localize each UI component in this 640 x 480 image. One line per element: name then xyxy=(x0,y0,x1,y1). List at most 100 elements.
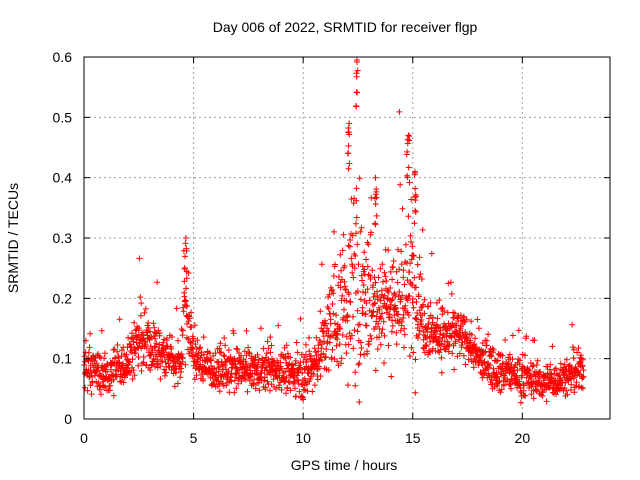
data-point xyxy=(353,103,360,110)
data-point xyxy=(352,382,359,389)
data-point xyxy=(393,341,400,348)
data-point xyxy=(405,164,412,171)
data-point xyxy=(415,335,421,341)
data-point xyxy=(255,356,262,363)
data-point xyxy=(359,277,366,284)
data-point xyxy=(110,392,117,399)
data-point xyxy=(476,325,482,332)
data-point xyxy=(374,292,381,299)
data-point xyxy=(416,307,423,314)
data-point xyxy=(441,338,448,345)
data-point xyxy=(370,294,377,300)
data-point xyxy=(433,321,440,328)
data-point xyxy=(429,314,436,321)
data-point xyxy=(373,186,380,193)
data-point xyxy=(253,367,260,374)
y-tick-label: 0.6 xyxy=(53,49,73,65)
data-point xyxy=(283,374,290,381)
data-point xyxy=(374,296,381,303)
data-point xyxy=(523,374,530,381)
data-point xyxy=(397,327,404,334)
data-point xyxy=(379,310,385,317)
data-point xyxy=(114,348,121,355)
data-point xyxy=(509,332,516,339)
data-point xyxy=(398,318,405,325)
data-point xyxy=(168,345,175,352)
data-point xyxy=(88,391,95,398)
data-point xyxy=(412,356,419,363)
data-point xyxy=(440,332,447,339)
data-point xyxy=(278,365,285,372)
data-point xyxy=(283,390,289,397)
data-point xyxy=(372,191,379,198)
data-point xyxy=(354,241,361,248)
data-point xyxy=(353,214,360,221)
y-tick-label: 0.3 xyxy=(53,230,73,246)
data-point xyxy=(329,286,336,293)
data-point xyxy=(131,319,138,326)
data-point xyxy=(306,334,312,341)
data-point xyxy=(343,297,350,304)
data-point xyxy=(372,300,378,306)
data-point xyxy=(400,274,407,281)
data-point xyxy=(372,367,379,374)
data-point xyxy=(353,70,360,77)
data-point xyxy=(372,174,379,181)
data-point xyxy=(85,349,92,356)
data-point xyxy=(318,325,325,332)
data-point xyxy=(351,265,358,272)
data-point xyxy=(367,276,374,282)
data-point xyxy=(520,387,527,394)
data-point xyxy=(457,312,464,319)
data-point xyxy=(462,361,469,368)
data-point xyxy=(502,337,509,343)
chart-title: Day 006 of 2022, SRMTID for receiver flg… xyxy=(213,19,478,35)
data-point xyxy=(389,322,396,329)
data-point xyxy=(318,261,325,268)
y-tick-label: 0.4 xyxy=(53,170,73,186)
data-point xyxy=(534,357,541,364)
y-tick-label: 0 xyxy=(64,411,72,427)
data-point xyxy=(488,376,495,383)
data-point xyxy=(356,321,363,328)
data-point xyxy=(515,327,522,334)
data-point xyxy=(244,366,251,373)
data-point xyxy=(306,348,313,355)
data-point xyxy=(399,292,406,299)
data-point xyxy=(383,278,390,284)
data-point xyxy=(357,351,364,358)
data-point xyxy=(549,375,556,382)
data-point xyxy=(391,312,398,319)
data-point xyxy=(364,350,371,357)
data-point xyxy=(156,341,163,348)
data-point xyxy=(385,342,392,349)
data-point xyxy=(341,306,347,313)
data-point xyxy=(182,361,189,368)
data-point xyxy=(404,174,411,181)
data-point xyxy=(336,341,343,348)
data-point xyxy=(352,369,359,376)
data-point xyxy=(332,261,338,268)
data-point xyxy=(318,357,325,364)
data-point xyxy=(344,150,351,157)
data-point xyxy=(416,327,423,334)
data-point xyxy=(385,289,392,296)
data-point xyxy=(373,194,380,201)
data-point xyxy=(93,360,100,367)
data-point xyxy=(354,307,361,314)
data-point xyxy=(267,349,274,356)
data-point xyxy=(569,321,576,328)
data-point xyxy=(181,293,188,300)
data-point xyxy=(416,254,423,261)
data-point xyxy=(265,345,272,352)
data-point xyxy=(361,266,368,273)
data-point xyxy=(326,339,333,346)
data-point xyxy=(324,325,331,332)
data-point xyxy=(389,296,396,303)
data-point xyxy=(136,255,143,262)
data-point xyxy=(182,298,189,305)
data-point xyxy=(397,296,404,303)
data-point xyxy=(355,261,362,268)
data-point xyxy=(361,249,368,256)
